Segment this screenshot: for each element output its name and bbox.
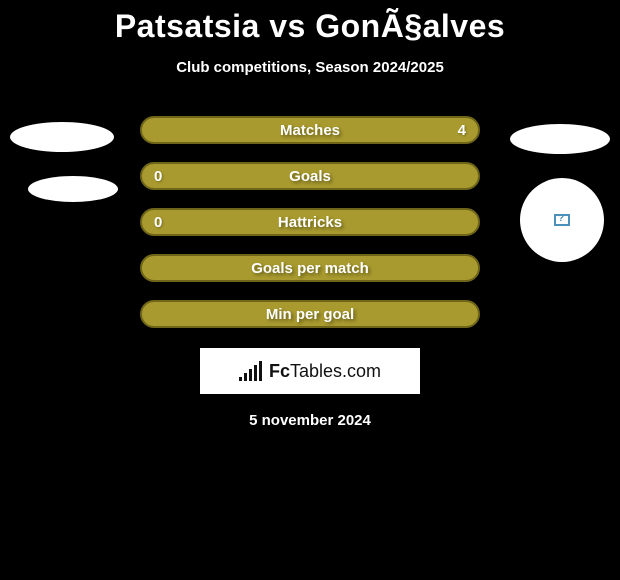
stat-label: Matches	[280, 122, 340, 139]
brand-prefix: Fc	[269, 361, 290, 381]
stat-label: Goals per match	[251, 260, 369, 277]
stat-row-goals: 0 Goals	[140, 162, 480, 190]
help-icon	[554, 214, 570, 226]
brand-bars-icon	[239, 361, 265, 381]
brand-text: FcTables.com	[269, 361, 381, 382]
date-line: 5 november 2024	[0, 412, 620, 429]
stat-label: Min per goal	[266, 306, 354, 323]
stat-row-hattricks: 0 Hattricks	[140, 208, 480, 236]
stat-left-value: 0	[154, 214, 162, 231]
stat-label: Hattricks	[278, 214, 342, 231]
stat-row-matches: Matches 4	[140, 116, 480, 144]
stat-row-goals-per-match: Goals per match	[140, 254, 480, 282]
decor-circle-right	[520, 178, 604, 262]
decor-ellipse-right-1	[510, 124, 610, 154]
decor-ellipse-left-2	[28, 176, 118, 202]
stat-left-value: 0	[154, 168, 162, 185]
decor-ellipse-left-1	[10, 122, 114, 152]
brand-card: FcTables.com	[200, 348, 420, 394]
subtitle: Club competitions, Season 2024/2025	[0, 59, 620, 76]
page-title: Patsatsia vs GonÃ§alves	[0, 0, 620, 45]
stat-label: Goals	[289, 168, 331, 185]
brand-suffix: Tables.com	[290, 361, 381, 381]
stat-row-min-per-goal: Min per goal	[140, 300, 480, 328]
stat-right-value: 4	[458, 122, 466, 139]
